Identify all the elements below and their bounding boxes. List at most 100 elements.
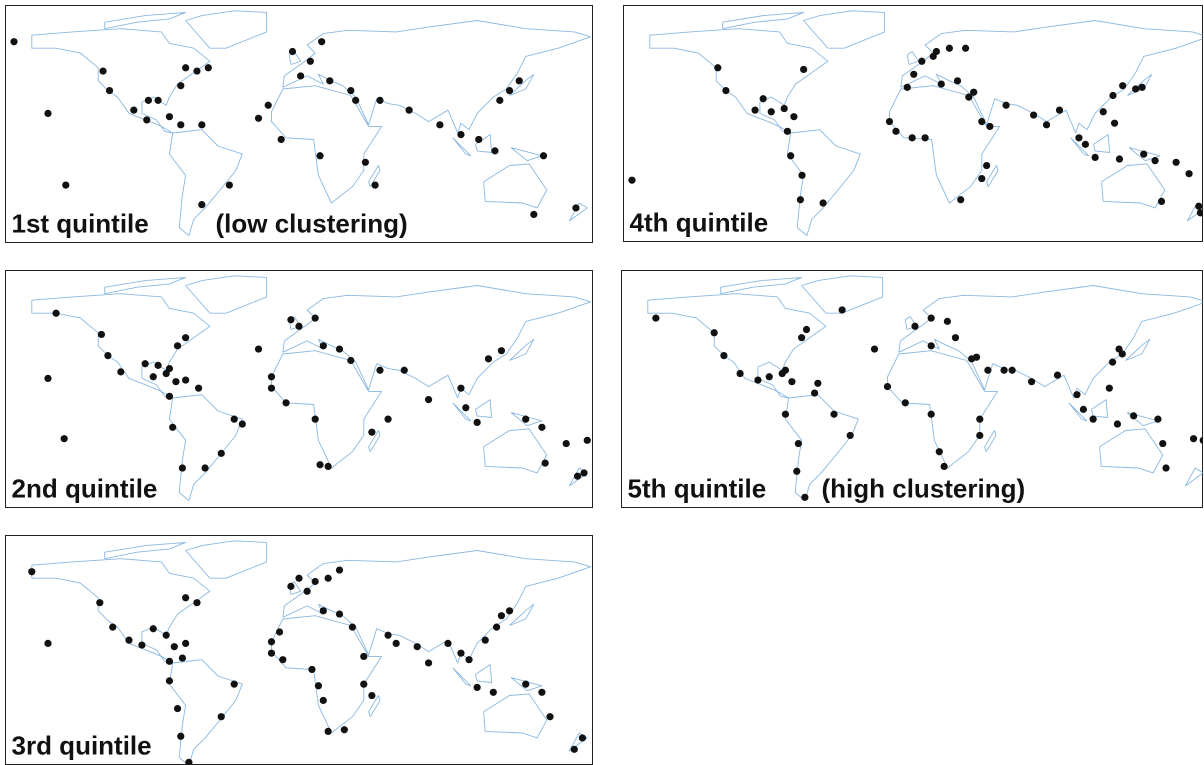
site-dot	[1172, 158, 1180, 166]
panel-label: 5th quintile	[628, 474, 767, 504]
site-dot	[275, 628, 284, 636]
site-dot	[105, 86, 114, 95]
coastline	[31, 540, 591, 765]
site-dot	[457, 649, 465, 657]
site-dot	[497, 347, 506, 355]
site-dot	[60, 435, 68, 443]
site-dot	[1130, 412, 1138, 420]
site-dot	[173, 342, 182, 350]
site-dot	[910, 70, 918, 78]
site-dot	[1108, 358, 1117, 366]
site-dot	[360, 652, 368, 661]
site-dot	[324, 727, 332, 735]
site-dot	[361, 158, 369, 166]
map-panel: 2nd quintile	[5, 270, 593, 508]
site-dot	[1099, 108, 1107, 116]
site-dot	[846, 431, 854, 440]
site-dot	[539, 152, 548, 160]
site-dot	[1199, 436, 1203, 444]
site-dot	[297, 72, 305, 80]
site-dot	[984, 366, 992, 374]
site-dot	[182, 334, 190, 342]
site-dot	[185, 758, 193, 765]
site-dot	[819, 199, 827, 207]
map-panel: 3rd quintile	[5, 535, 593, 765]
site-dot	[751, 106, 759, 114]
panel-frame	[5, 270, 593, 508]
site-dot	[1008, 366, 1016, 374]
site-dot	[1185, 170, 1193, 178]
site-dot	[193, 67, 201, 75]
site-dot	[371, 181, 379, 189]
site-dot	[400, 366, 408, 374]
site-dot	[319, 696, 327, 705]
site-dot	[1159, 439, 1167, 448]
site-dot	[720, 351, 728, 360]
site-dot	[1151, 157, 1159, 165]
site-dot	[1115, 155, 1124, 163]
site-dot	[572, 204, 580, 212]
site-dot	[238, 420, 246, 428]
site-dot	[1081, 140, 1090, 148]
panel-label: 2nd quintile	[12, 474, 158, 504]
site-dot	[368, 691, 376, 700]
site-dot	[943, 317, 951, 325]
site-dot	[1154, 415, 1162, 423]
site-dot	[125, 636, 133, 644]
site-dot	[376, 366, 384, 374]
site-dot	[143, 116, 151, 124]
site-dot	[573, 472, 582, 480]
site-dot	[978, 117, 986, 126]
site-dot	[287, 582, 295, 590]
site-dot	[798, 334, 806, 342]
site-dot	[457, 130, 465, 139]
site-dot	[384, 631, 392, 639]
site-dot	[484, 355, 493, 363]
site-dot	[911, 322, 919, 330]
site-dot	[295, 574, 303, 582]
site-dot	[405, 106, 413, 114]
site-dot	[1109, 91, 1117, 100]
site-dot	[194, 384, 203, 392]
site-dot	[465, 656, 473, 664]
site-dot	[141, 360, 149, 368]
map-content	[10, 10, 591, 237]
site-dot	[505, 86, 514, 95]
site-dot	[1055, 106, 1064, 114]
site-dot	[230, 415, 238, 423]
site-dot	[1073, 391, 1081, 399]
site-dot	[908, 134, 916, 142]
panel-label: 4th quintile	[630, 208, 769, 238]
site-dot	[193, 599, 201, 607]
site-dot	[628, 176, 636, 184]
site-dot	[335, 566, 344, 574]
site-dot	[767, 108, 775, 116]
site-dot	[976, 431, 984, 440]
site-dot	[736, 369, 744, 378]
site-dot	[172, 378, 180, 386]
site-dot	[475, 135, 483, 144]
site-dot	[481, 636, 489, 644]
site-dot	[935, 448, 943, 456]
map-panel: 5th quintile (high clustering)	[621, 270, 1203, 508]
site-dot	[384, 415, 392, 423]
site-dot	[162, 631, 170, 639]
site-dot	[295, 322, 303, 330]
site-dot	[117, 368, 125, 376]
site-dot	[182, 639, 190, 648]
site-dot	[901, 399, 909, 407]
site-dot	[983, 161, 991, 170]
site-dot	[790, 113, 798, 121]
site-dot	[311, 577, 319, 586]
site-dot	[154, 96, 162, 104]
site-dot	[800, 65, 808, 74]
site-dot	[798, 171, 806, 179]
site-dot	[546, 713, 554, 721]
site-dot	[927, 314, 935, 322]
site-dot	[578, 734, 587, 742]
site-dot	[522, 680, 530, 688]
site-dot	[177, 82, 185, 90]
site-dot	[170, 643, 178, 651]
